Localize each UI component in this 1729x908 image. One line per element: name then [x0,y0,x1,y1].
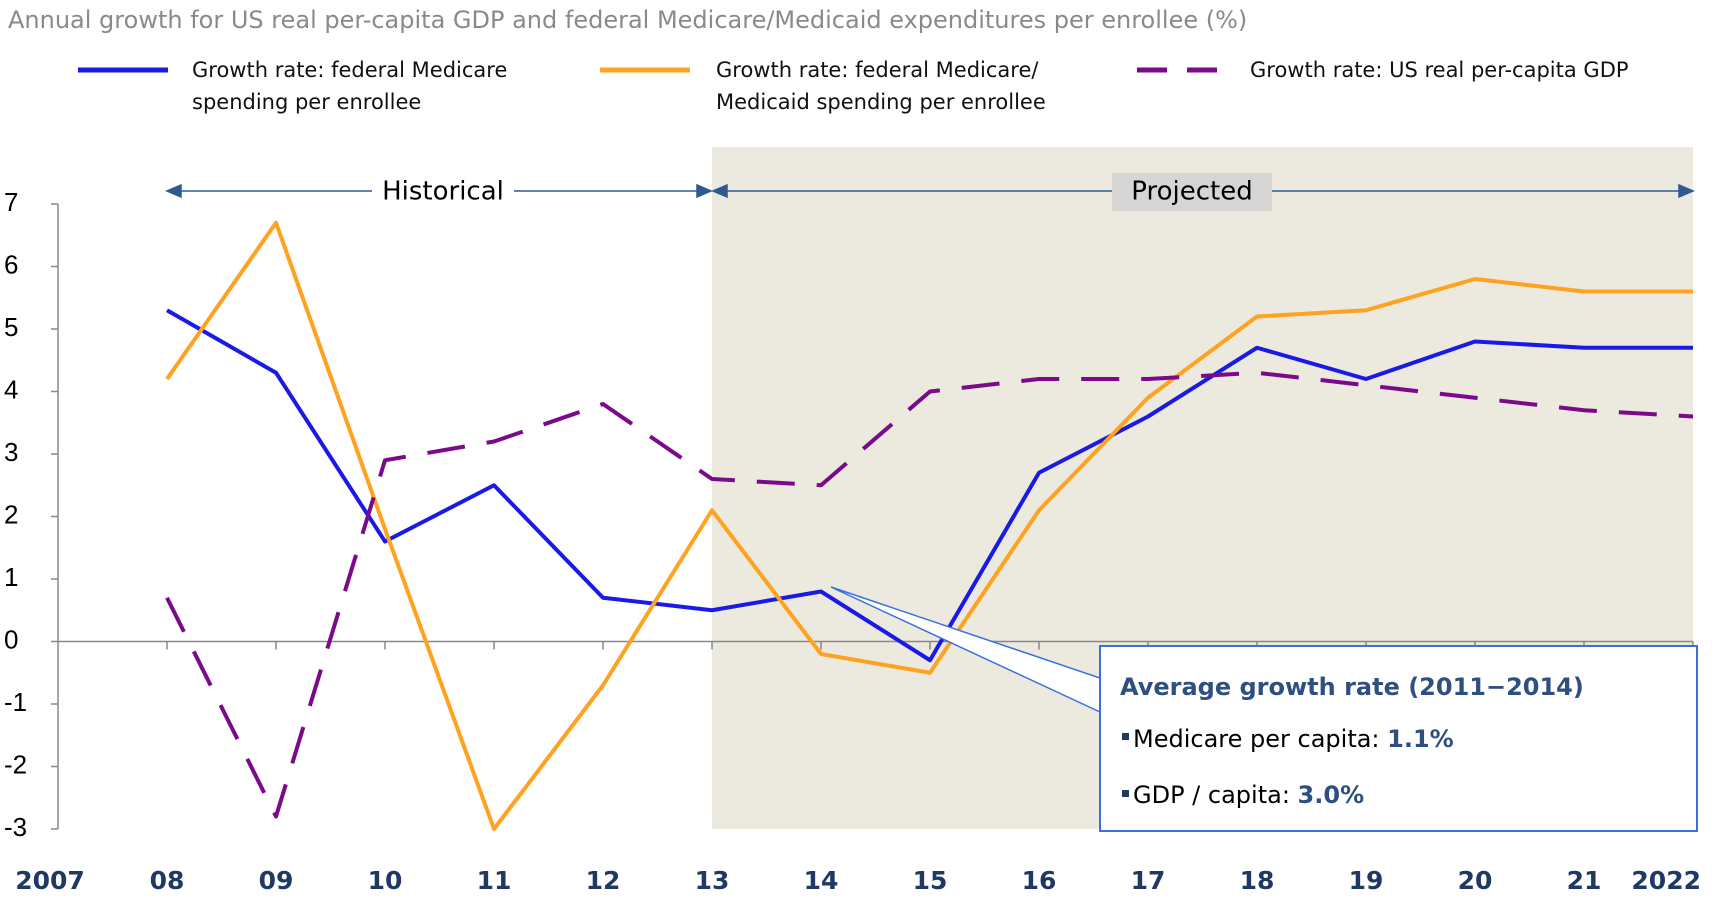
y-tick-label: -1 [4,687,27,717]
x-tick-label: 17 [1131,866,1166,895]
x-tick-label: 10 [368,866,403,895]
item-value: 1.1% [1387,725,1454,753]
series-line [165,370,1694,819]
y-tick-label: 5 [4,312,18,342]
x-tick-label: 16 [1022,866,1057,895]
y-tick-label: -3 [4,812,27,842]
item-value: 3.0% [1298,781,1365,809]
historical-label: Historical [382,177,504,207]
item-label: GDP / capita: [1133,781,1290,809]
series-line [166,308,1693,663]
legend-label: Growth rate: federal Medicare spending p… [192,58,508,114]
item-label: Medicare per capita: [1133,725,1380,753]
label-bg [1112,173,1272,211]
chart-title: Annual growth for US real per-capita GDP… [8,6,1248,34]
x-tick-label: 15 [913,866,948,895]
y-tick-label: 3 [4,437,18,467]
x-tick-label: 19 [1349,866,1384,895]
x-tick-label: 11 [477,866,512,895]
x-tick-label: 18 [1240,866,1275,895]
callout-item: GDP / capita: 3.0% [1133,781,1364,809]
label-bg [372,174,514,210]
series-line [165,220,1693,831]
y-tick-label: 6 [4,249,18,279]
x-tick-label: 21 [1567,866,1602,895]
x-tick-label: 12 [586,866,621,895]
x-tick-label: 2007 [15,866,85,895]
x-tick-label: 2022 [1631,866,1701,895]
y-tick-label: 2 [4,499,18,529]
x-tick-label: 09 [259,866,294,895]
x-tick-label: 20 [1458,866,1493,895]
callout-title: Average growth rate (2011−2014) [1120,673,1584,701]
y-tick-label: 1 [4,562,18,592]
x-tick-label: 08 [150,866,185,895]
y-tick-label: 4 [4,374,18,404]
y-tick-label: 0 [4,624,18,654]
callout-item: Medicare per capita: 1.1% [1133,725,1454,753]
x-tick-label: 14 [804,866,839,895]
legend-label: Growth rate: US real per-capita GDP [1250,58,1629,82]
y-tick-label: -2 [4,749,27,779]
projected-label: Projected [1131,177,1252,207]
y-tick-label: 7 [4,187,18,217]
legend-label: Growth rate: federal Medicare/ Medicaid … [716,58,1046,114]
x-tick-label: 13 [695,866,730,895]
callout: Average growth rate (2011−2014) Medicare… [830,586,1698,832]
